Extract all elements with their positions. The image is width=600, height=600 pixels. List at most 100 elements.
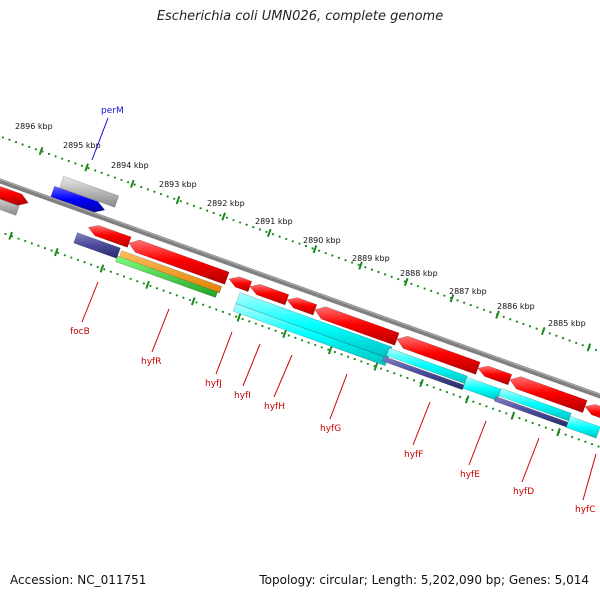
inner-tick-dot — [162, 289, 165, 292]
genome-backbone — [0, 178, 600, 399]
outer-tick-major-tick — [312, 245, 318, 254]
outer-tick-dot — [555, 334, 558, 337]
gene-green — [115, 255, 218, 298]
inner-tick-dot — [524, 419, 528, 422]
inner-tick-dot — [129, 277, 132, 280]
outer-tick-dot — [410, 282, 413, 285]
gene-leader-line — [91, 117, 109, 161]
inner-tick-dot — [155, 287, 159, 290]
outer-tick-dot — [206, 209, 209, 212]
inner-tick-dot — [30, 242, 33, 245]
inner-tick-major-tick — [419, 378, 424, 388]
outer-tick-dot — [113, 176, 116, 179]
gene-leader-line — [468, 420, 487, 466]
inner-tick-major-tick — [510, 411, 516, 420]
inner-tick-dot — [287, 334, 290, 337]
inner-tick-dot — [320, 346, 323, 349]
outer-tick-dot — [377, 270, 380, 274]
kbp-labels: 2896 kbp 2895 kbp 2894 kbp 2893 kbp 2892 kbp… — [15, 122, 586, 328]
inner-tick-dot — [267, 327, 271, 330]
inner-tick-dot — [195, 301, 198, 304]
inner-tick-dot — [399, 374, 402, 377]
gene-cyan-5 — [498, 387, 572, 422]
inner-tick-major-tick — [54, 248, 59, 257]
inner-tick-dot — [379, 367, 383, 370]
kbp-label: 2896 kbp — [15, 122, 53, 131]
inner-tick-major-tick — [145, 280, 150, 289]
inner-tick-dot — [597, 445, 600, 448]
inner-tick-major-tick — [99, 264, 105, 273]
inner-tick-dot — [538, 424, 541, 427]
outer-tick-dot — [107, 174, 110, 177]
topology-text: Topology: circular; Length: 5,202,090 bp… — [259, 573, 589, 587]
inner-tick-ring — [4, 231, 600, 448]
gene-cyan-6 — [565, 415, 600, 439]
outer-tick-dot — [34, 148, 37, 151]
gene-red-1 — [87, 225, 132, 248]
outer-tick-dot — [146, 188, 149, 191]
outer-tick-dot — [126, 181, 130, 184]
gene-cyan-2 — [232, 303, 389, 367]
outer-tick-dot — [159, 192, 163, 196]
inner-tick-dot — [175, 294, 178, 297]
inner-tick-major-tick — [464, 395, 470, 404]
outer-tick-dot — [186, 202, 189, 205]
outer-tick-dot — [225, 216, 229, 219]
kbp-label: 2892 kbp — [207, 199, 245, 208]
inner-tick-dot — [281, 332, 284, 335]
inner-tick-dot — [136, 280, 139, 283]
inner-tick-dot — [340, 353, 343, 356]
inner-tick-dot — [109, 270, 112, 273]
outer-tick-dot — [311, 247, 314, 250]
inner-tick-dot — [571, 435, 574, 439]
inner-tick-dot — [393, 372, 396, 375]
inner-tick-dot — [485, 405, 488, 408]
outer-tick-dot — [568, 339, 571, 342]
outer-tick-dot — [351, 261, 354, 264]
outer-tick-major-tick — [586, 343, 592, 352]
outer-tick-major-tick — [175, 196, 181, 205]
inner-tick-dot — [43, 247, 47, 250]
outer-tick-major-tick — [540, 326, 546, 336]
gene-leader-line — [582, 453, 597, 501]
inner-tick-major-tick — [282, 329, 287, 339]
gene-leader-line — [151, 308, 170, 353]
inner-tick-dot — [307, 341, 310, 344]
inner-tick-dot — [294, 336, 297, 339]
outer-tick-major-tick — [84, 163, 89, 172]
gene-leader-line — [412, 401, 431, 446]
outer-tick-dot — [383, 273, 387, 276]
gene-leader-line — [215, 331, 233, 375]
inner-tick-dot — [241, 317, 244, 321]
outer-tick-dot — [548, 332, 551, 335]
kbp-label: 2888 kbp — [400, 269, 438, 278]
inner-tick-dot — [314, 343, 317, 347]
outer-tick-dot — [528, 325, 532, 328]
inner-tick-dot — [590, 443, 594, 446]
outer-tick-dot — [94, 169, 97, 172]
inner-tick-dot — [96, 265, 99, 269]
inner-tick-dot — [439, 388, 442, 391]
outer-tick-dot — [199, 207, 202, 210]
inner-tick-dot — [234, 315, 238, 318]
outer-tick-dot — [535, 327, 538, 330]
outer-tick-dot — [252, 226, 255, 229]
outer-tick-dot — [344, 259, 347, 262]
gene-indigo-1 — [73, 232, 121, 259]
inner-tick-dot — [426, 383, 429, 387]
inner-tick-dot — [70, 256, 73, 259]
outer-tick-dot — [258, 228, 261, 231]
gene-cyan-3 — [386, 347, 468, 384]
outer-tick-dot — [331, 254, 334, 257]
outer-tick-dot — [364, 266, 367, 269]
outer-tick-dot — [74, 162, 77, 165]
inner-tick-major-tick — [236, 313, 242, 322]
inner-tick-dot — [90, 263, 93, 266]
inner-tick-dot — [445, 391, 449, 394]
outer-tick-dot — [67, 159, 70, 163]
inner-tick-dot — [208, 306, 211, 309]
inner-tick-dot — [149, 284, 152, 287]
outer-tick-dot — [561, 337, 565, 340]
gene-indigo-2 — [381, 355, 465, 391]
